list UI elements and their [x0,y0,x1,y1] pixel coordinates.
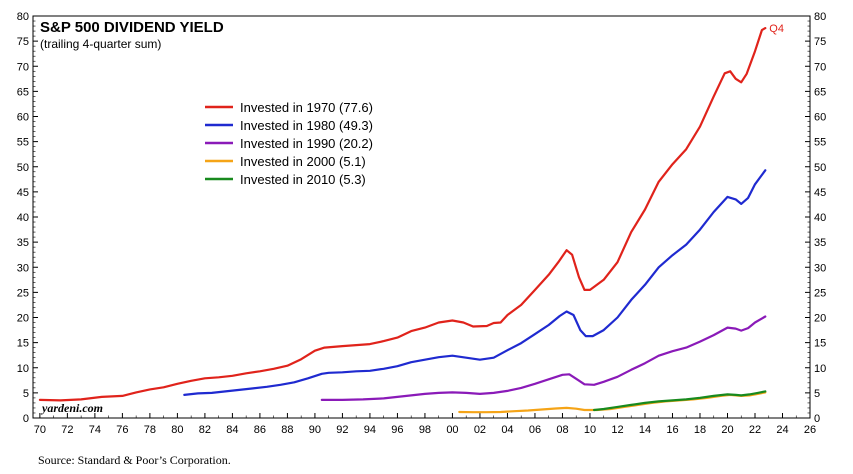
y-tick-label-right: 0 [814,413,820,425]
x-tick-label: 92 [336,424,348,436]
legend-label-2: Invested in 1980 (49.3) [240,118,373,133]
x-tick-label: 18 [694,424,706,436]
x-tick-label: 78 [144,424,156,436]
x-tick-label: 04 [501,424,513,436]
x-tick-label: 02 [474,424,486,436]
x-tick-label: 26 [804,424,816,436]
x-tick-label: 00 [446,424,458,436]
y-tick-label-left: 10 [17,363,29,375]
x-axis: 70 72 74 76 78 80 82 84 86 88 90 92 94 96 98 00 02 04 06 08… [34,413,816,436]
y-tick-label-right: 40 [814,212,826,224]
y-tick-label-left: 0 [23,413,29,425]
chart-title: S&P 500 DIVIDEND YIELD [40,19,224,36]
x-tick-label: 98 [419,424,431,436]
x-tick-label: 80 [171,424,183,436]
y-tick-label-right: 70 [814,61,826,73]
y-tick-label-right: 25 [814,287,826,299]
q4-annotation: Q4 [769,23,784,35]
x-tick-label: 96 [391,424,403,436]
y-axis-left: 0 5 10 15 20 25 30 35 40 45 50 55 60 65 70 75 80 [17,11,38,425]
legend-label-3: Invested in 1990 (20.2) [240,136,373,151]
x-tick-label: 72 [61,424,73,436]
legend: Invested in 1970 (77.6) Invested in 1980 … [205,100,373,187]
series-line-1 [38,27,767,402]
y-tick-label-right: 75 [814,36,826,48]
y-tick-label-right: 50 [814,162,826,174]
x-tick-label: 20 [721,424,733,436]
source-note: Source: Standard & Poor’s Corporation. [38,453,231,467]
y-tick-label-right: 15 [814,338,826,350]
y-tick-label-left: 70 [17,61,29,73]
y-tick-label-left: 40 [17,212,29,224]
y-tick-label-right: 5 [814,388,820,400]
y-tick-label-left: 35 [17,237,29,249]
x-tick-label: 82 [199,424,211,436]
x-tick-label: 24 [776,424,788,436]
series-line-2 [183,169,767,396]
x-tick-label: 08 [556,424,568,436]
y-tick-label-right: 20 [814,313,826,325]
y-tick-label-left: 75 [17,36,29,48]
y-axis-right: 0 5 10 15 20 25 30 35 40 45 50 55 60 65 70 75 80 [805,11,826,425]
series-layer [38,27,767,414]
y-tick-label-left: 20 [17,313,29,325]
x-tick-label: 70 [34,424,46,436]
x-tick-label: 76 [116,424,128,436]
legend-label-1: Invested in 1970 (77.6) [240,100,373,115]
legend-label-5: Invested in 2010 (5.3) [240,172,366,187]
chart-subtitle: (trailing 4-quarter sum) [40,37,161,51]
y-tick-label-left: 55 [17,137,29,149]
x-tick-label: 88 [281,424,293,436]
y-tick-label-left: 30 [17,262,29,274]
y-tick-label-left: 15 [17,338,29,350]
y-tick-label-left: 45 [17,187,29,199]
x-tick-label: 74 [89,424,101,436]
y-tick-label-right: 10 [814,363,826,375]
x-tick-label: 94 [364,424,376,436]
series-line-5 [593,390,767,412]
plot-frame [32,15,811,419]
y-tick-label-right: 35 [814,237,826,249]
y-tick-label-left: 65 [17,86,29,98]
series-line-3 [320,315,767,401]
x-tick-label: 06 [529,424,541,436]
x-tick-label: 22 [749,424,761,436]
y-tick-label-right: 80 [814,11,826,23]
x-tick-label: 16 [666,424,678,436]
y-tick-label-right: 65 [814,86,826,98]
x-tick-label: 84 [226,424,238,436]
y-tick-label-left: 5 [23,388,29,400]
y-tick-label-right: 60 [814,112,826,124]
y-tick-label-right: 45 [814,187,826,199]
y-tick-label-left: 50 [17,162,29,174]
x-tick-label: 10 [584,424,596,436]
y-tick-label-left: 80 [17,11,29,23]
x-tick-label: 90 [309,424,321,436]
x-tick-label: 86 [254,424,266,436]
y-tick-label-right: 55 [814,137,826,149]
watermark: yardeni.com [40,401,103,415]
x-tick-label: 12 [611,424,623,436]
legend-label-4: Invested in 2000 (5.1) [240,154,366,169]
y-tick-label-right: 30 [814,262,826,274]
y-tick-label-left: 60 [17,112,29,124]
y-tick-label-left: 25 [17,287,29,299]
x-tick-label: 14 [639,424,651,436]
